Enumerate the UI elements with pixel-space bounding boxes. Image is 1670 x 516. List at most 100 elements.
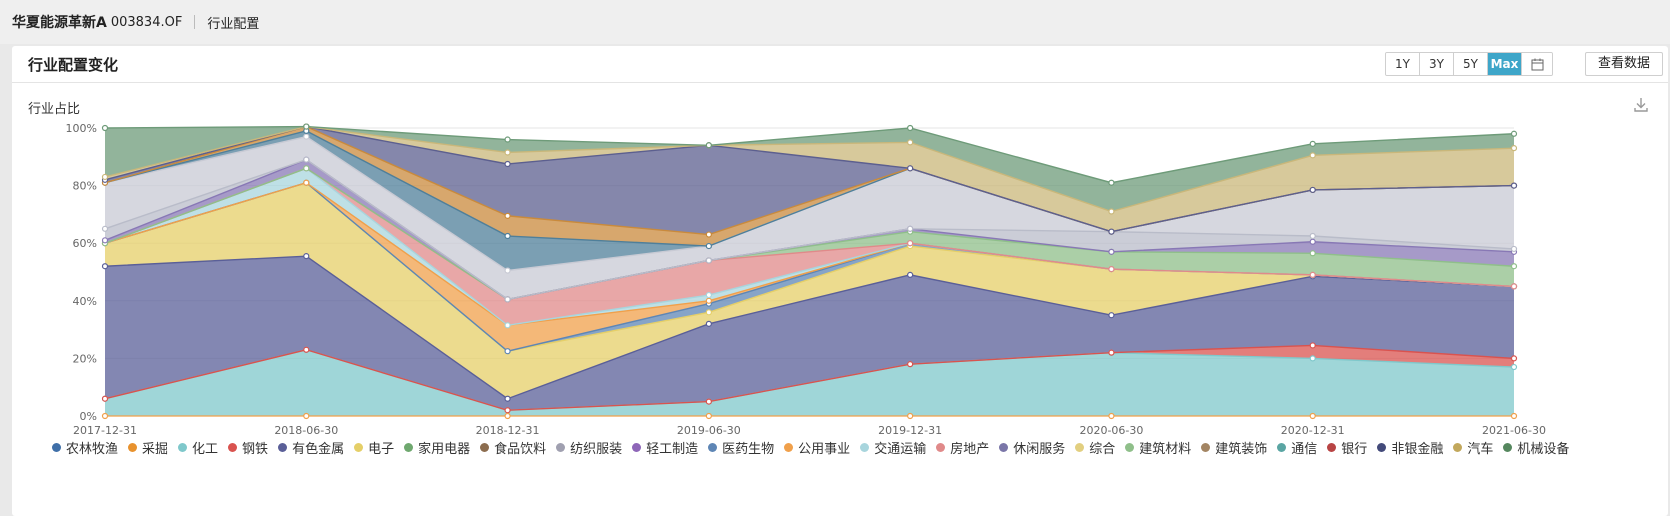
legend-label: 汽车 <box>1467 441 1494 457</box>
data-point <box>303 179 310 186</box>
legend-item[interactable]: 采掘 <box>128 438 169 457</box>
range-max-button[interactable]: Max <box>1488 53 1522 75</box>
data-point <box>907 124 914 132</box>
x-tick-label: 2017-12-31 <box>73 424 137 437</box>
chart-subtitle: 行业占比 <box>28 102 81 117</box>
data-point <box>705 297 712 304</box>
data-point <box>705 242 712 250</box>
legend-label: 机械设备 <box>1517 441 1570 457</box>
area-汽车 <box>105 126 1514 232</box>
range-3y-button[interactable]: 3Y <box>1420 53 1454 75</box>
data-point <box>101 124 109 132</box>
legend-label: 家用电器 <box>418 441 471 457</box>
series-line-综合 <box>104 158 1515 301</box>
range-5y-button[interactable]: 5Y <box>1454 53 1488 75</box>
legend-item[interactable]: 食品饮料 <box>480 438 547 457</box>
legend-item[interactable]: 轻工制造 <box>632 438 699 457</box>
legend-item[interactable]: 房地产 <box>936 438 990 457</box>
range-1y-button[interactable]: 1Y <box>1386 53 1420 75</box>
legend-marker-icon <box>278 442 288 452</box>
data-point <box>1309 412 1316 420</box>
legend-item[interactable]: 通信 <box>1277 438 1317 457</box>
data-point <box>504 149 511 156</box>
legend-item[interactable]: 机械设备 <box>1503 438 1570 457</box>
data-point <box>303 412 310 420</box>
panel-title: 行业配置变化 <box>28 56 119 74</box>
series-line-汽车 <box>104 125 1515 213</box>
data-point <box>907 165 914 172</box>
legend-marker-icon <box>860 442 870 452</box>
data-point <box>1510 355 1518 362</box>
legend-marker-icon <box>784 442 794 452</box>
legend-item[interactable]: 钢铁 <box>228 438 269 457</box>
data-point <box>101 173 109 181</box>
view-data-button[interactable]: 查看数据 <box>1585 52 1663 76</box>
area-有色金属 <box>105 256 1514 411</box>
data-point <box>504 412 511 420</box>
breadcrumb[interactable]: 行业配置 <box>207 16 260 32</box>
calendar-icon[interactable] <box>1522 53 1552 75</box>
data-point <box>1309 186 1316 194</box>
legend-marker-icon <box>1327 442 1337 452</box>
legend-marker-icon <box>228 442 238 452</box>
legend-marker-icon <box>632 442 642 452</box>
legend-item[interactable]: 电子 <box>354 438 394 457</box>
legend-marker-icon <box>1277 442 1287 452</box>
x-tick-label: 2020-06-30 <box>1079 424 1143 437</box>
legend-marker-icon <box>480 442 490 452</box>
legend-marker-icon <box>1503 442 1513 452</box>
legend-marker-icon <box>128 442 138 452</box>
legend-item[interactable]: 综合 <box>1075 438 1115 457</box>
legend-item[interactable]: 纺织服装 <box>556 438 622 457</box>
area-医药生物2 <box>105 130 1514 271</box>
data-point <box>907 139 914 146</box>
legend-item[interactable]: 建筑材料 <box>1125 438 1191 457</box>
legend-item[interactable]: 非银金融 <box>1377 438 1444 457</box>
legend-label: 非银金融 <box>1391 441 1444 457</box>
legend-item[interactable]: 家用电器 <box>404 438 471 457</box>
divider <box>194 15 196 29</box>
data-point <box>1309 250 1316 257</box>
download-icon[interactable] <box>1632 96 1650 114</box>
legend-label: 休闲服务 <box>1013 441 1066 457</box>
data-point <box>303 346 310 353</box>
data-point <box>1510 283 1518 290</box>
legend-item[interactable]: 化工 <box>178 438 218 457</box>
legend-item[interactable]: 农林牧渔 <box>52 438 118 457</box>
industry-allocation-panel: 行业配置变化 1Y 3Y 5Y Max 查看数据 行业占比 0% 20% 40% 60… <box>12 46 1668 516</box>
data-point <box>1510 182 1518 189</box>
data-point <box>1108 248 1115 255</box>
data-point <box>1309 232 1316 240</box>
legend-marker-icon <box>354 442 364 452</box>
data-point <box>504 136 511 143</box>
legend-marker-icon <box>1377 442 1387 452</box>
legend-label: 银行 <box>1341 441 1368 457</box>
legend-label: 钢铁 <box>242 441 269 457</box>
data-point <box>907 225 914 232</box>
data-point <box>907 412 914 420</box>
legend-item[interactable]: 交通运输 <box>860 438 926 457</box>
legend-label: 房地产 <box>950 441 990 457</box>
legend-item[interactable]: 公用事业 <box>784 438 850 457</box>
legend-label: 采掘 <box>142 441 169 457</box>
series-line-建筑材料 <box>104 167 1515 301</box>
data-point <box>1309 152 1316 159</box>
legend-item[interactable]: 银行 <box>1327 438 1368 457</box>
legend-item[interactable]: 医药生物 <box>708 438 774 457</box>
legend-item[interactable]: 汽车 <box>1453 438 1494 457</box>
data-point <box>1510 263 1518 270</box>
legend-marker-icon <box>1201 442 1211 452</box>
y-tick-label: 20% <box>73 352 97 365</box>
legend-item[interactable]: 有色金属 <box>278 438 344 457</box>
area-钢铁 <box>105 345 1514 411</box>
data-point <box>101 225 109 232</box>
data-point <box>705 231 712 238</box>
legend-label: 食品饮料 <box>494 441 547 457</box>
data-point <box>1510 363 1518 371</box>
data-point <box>303 253 310 260</box>
data-point <box>303 123 310 130</box>
data-point <box>1108 412 1115 420</box>
legend-item[interactable]: 建筑装饰 <box>1201 438 1267 457</box>
legend-label: 轻工制造 <box>646 441 699 457</box>
legend-item[interactable]: 休闲服务 <box>999 438 1066 457</box>
